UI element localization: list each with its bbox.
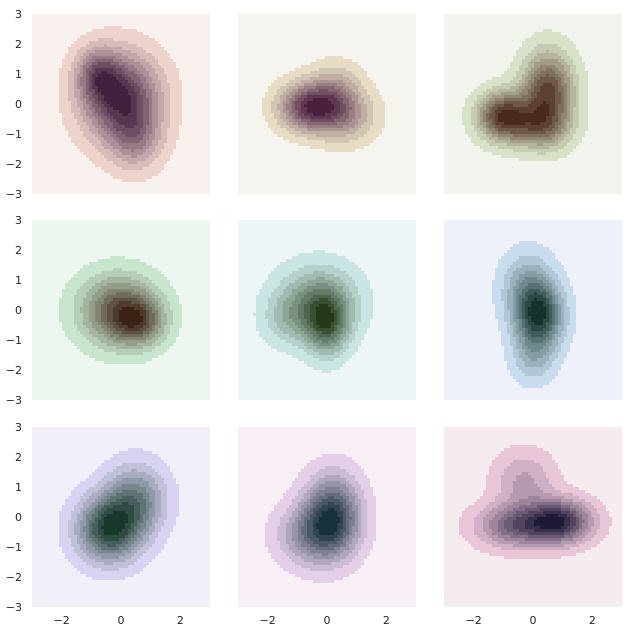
density-level-9 [498, 101, 549, 125]
density-level-9 [95, 71, 131, 116]
x-tick-label: 2 [177, 614, 184, 627]
x-tick-label: 2 [589, 614, 596, 627]
density-level-9 [316, 508, 340, 535]
y-tick-label: −1 [6, 541, 22, 554]
kde-panel-r3c1 [32, 427, 210, 607]
y-tick-label: 3 [15, 8, 22, 21]
y-tick-label: 0 [15, 304, 22, 317]
y-tick-label: 2 [15, 244, 22, 257]
x-tick-label: 0 [324, 614, 331, 627]
y-tick-label: −3 [6, 188, 22, 201]
y-tick-label: 1 [15, 68, 22, 81]
x-tick-label: −2 [54, 614, 70, 627]
kde-panel-r2c1 [32, 220, 210, 400]
x-tick-label: −2 [466, 614, 482, 627]
density-level-9 [304, 98, 334, 116]
y-tick-label: −2 [6, 364, 22, 377]
y-tick-label: 0 [15, 98, 22, 111]
x-tick-label: −2 [260, 614, 276, 627]
y-tick-label: 2 [15, 451, 22, 464]
density-level-9 [119, 307, 143, 328]
x-tick-label: 2 [383, 614, 390, 627]
kde-panel-r1c1 [32, 14, 210, 194]
kde-panel-r1c2 [238, 14, 416, 194]
y-tick-label: 2 [15, 38, 22, 51]
kde-panel-r2c2 [238, 220, 416, 400]
density-level-9 [528, 298, 546, 325]
y-tick-label: −1 [6, 128, 22, 141]
density-level-9 [101, 511, 128, 535]
y-tick-label: −2 [6, 571, 22, 584]
x-tick-label: 0 [530, 614, 537, 627]
kde-panel-r1c3 [444, 14, 622, 194]
y-tick-label: −3 [6, 601, 22, 614]
y-tick-label: 1 [15, 481, 22, 494]
y-tick-label: 1 [15, 274, 22, 287]
density-level-9 [316, 304, 334, 328]
kde-panel-r3c3 [444, 427, 622, 607]
y-tick-label: 3 [15, 421, 22, 434]
y-tick-label: 0 [15, 511, 22, 524]
density-level-9 [534, 514, 564, 529]
y-tick-label: −3 [6, 394, 22, 407]
y-tick-label: −2 [6, 158, 22, 171]
x-tick-label: 0 [118, 614, 125, 627]
kde-panel-r2c3 [444, 220, 622, 400]
kde-panel-r3c2 [238, 427, 416, 607]
y-tick-label: 3 [15, 214, 22, 227]
y-tick-label: −1 [6, 334, 22, 347]
